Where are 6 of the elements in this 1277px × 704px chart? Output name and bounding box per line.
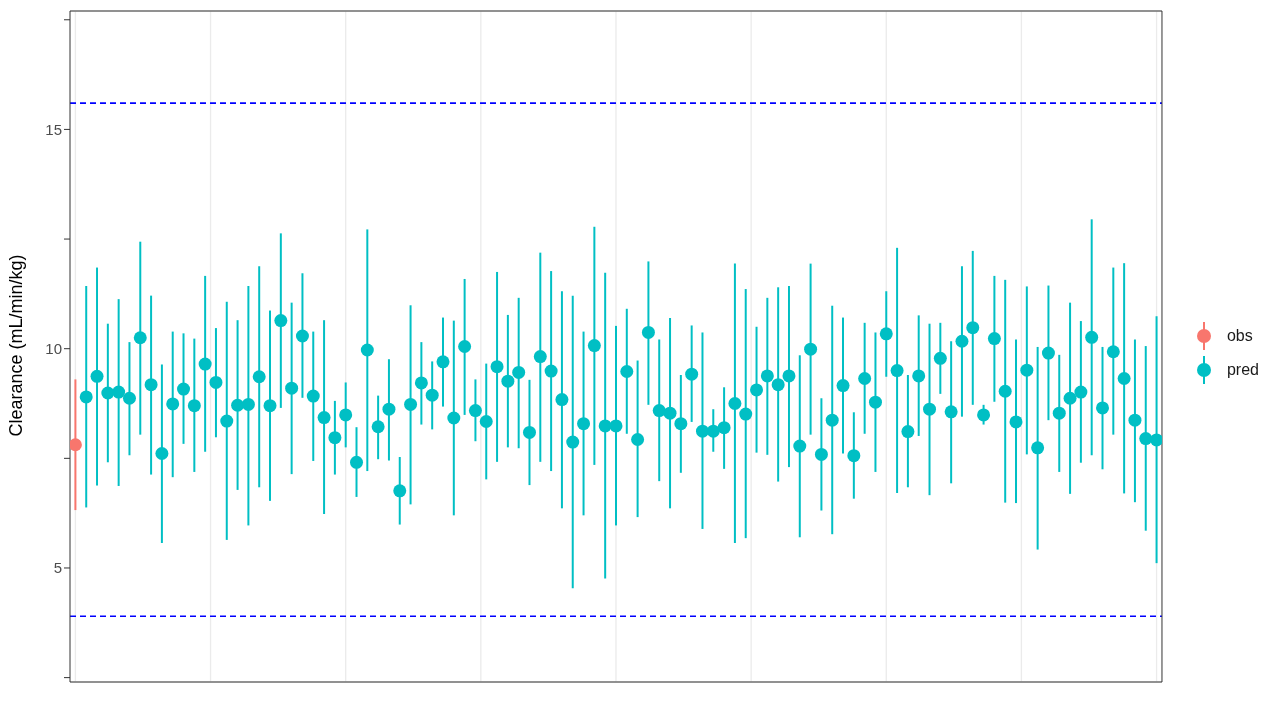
legend-label: pred — [1226, 361, 1259, 379]
legend-label: obs — [1226, 327, 1253, 345]
y-axis-title: Clearance (mL/min/kg) — [6, 254, 27, 437]
y-tick-label: 10 — [45, 340, 62, 358]
y-tick-label: 15 — [45, 120, 62, 138]
y-tick-label: 5 — [53, 559, 62, 577]
